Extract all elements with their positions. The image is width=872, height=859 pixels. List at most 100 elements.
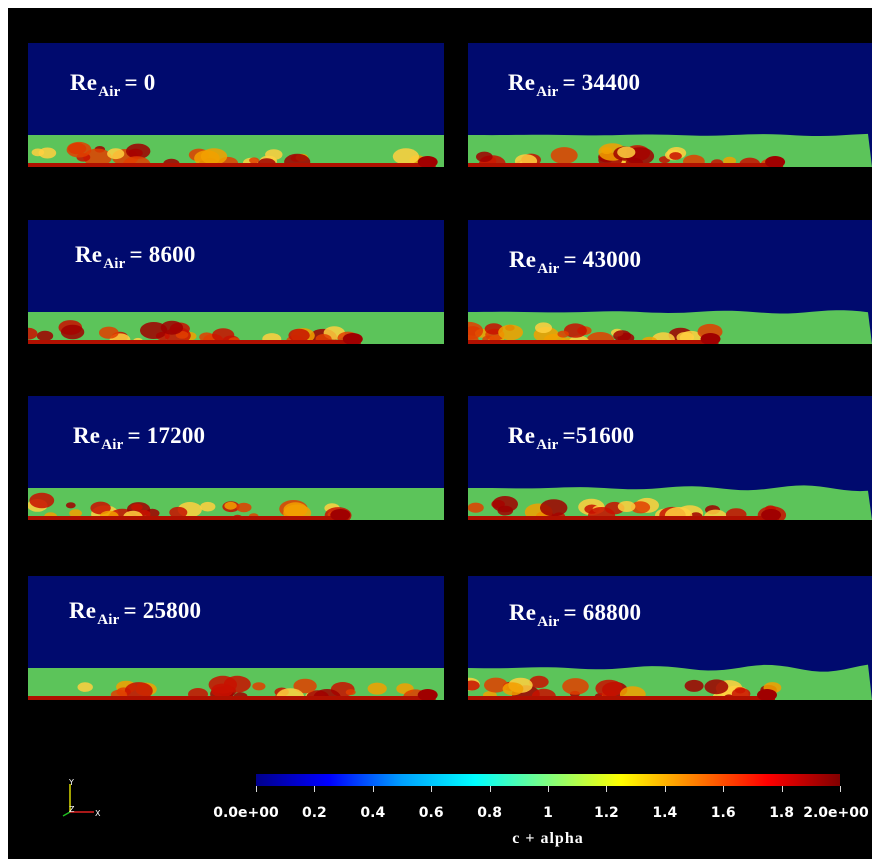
vortex-blob xyxy=(124,682,153,700)
vortex-blob xyxy=(140,322,168,339)
dense-layer xyxy=(28,163,436,167)
field-plot xyxy=(28,312,444,344)
current-head xyxy=(761,509,782,520)
field-plot xyxy=(468,310,872,344)
current-head xyxy=(342,333,363,344)
vortex-blob xyxy=(502,682,524,696)
vortex-blob xyxy=(212,328,235,343)
colorbar-tick-label: 0.4 xyxy=(360,805,386,821)
vortex-blob xyxy=(66,141,92,158)
vortex-blob xyxy=(83,148,112,167)
re-label: ReAir = 0 xyxy=(70,70,156,100)
dense-layer xyxy=(28,340,361,344)
current-head xyxy=(417,689,438,700)
vortex-blob xyxy=(484,677,508,693)
colorbar-tick-mark xyxy=(431,786,433,792)
field-plot xyxy=(468,133,872,167)
vortex-blob xyxy=(468,502,484,513)
vortex-blob xyxy=(77,682,93,692)
vortex-blob xyxy=(550,147,578,164)
current-head xyxy=(700,333,721,344)
vortex-blob xyxy=(200,501,216,512)
vortex-blob xyxy=(107,148,125,160)
dense-layer xyxy=(468,340,719,344)
vortex-blob xyxy=(126,143,151,159)
colorbar-tick-mark xyxy=(606,786,608,792)
colorbar-tick-mark xyxy=(840,786,841,792)
vortex-blob xyxy=(613,330,631,342)
panel-re-0: ReAir = 0 xyxy=(28,43,444,167)
re-label: ReAir = 8600 xyxy=(75,242,196,272)
panel-re-43000: ReAir = 43000 xyxy=(468,220,872,344)
field-plot xyxy=(468,485,872,520)
axis-y-label: Y xyxy=(68,778,74,787)
vortex-blob xyxy=(529,675,549,688)
colorbar-tick-mark xyxy=(723,786,725,792)
colorbar xyxy=(256,774,840,786)
vortex-blob xyxy=(476,151,493,162)
vortex-blob xyxy=(497,505,514,516)
vortex-blob xyxy=(265,149,283,160)
vortex-blob xyxy=(169,506,188,519)
colorbar-tick-label: 0.6 xyxy=(418,805,444,821)
vortex-blob xyxy=(498,324,523,341)
field-plot xyxy=(468,664,872,700)
axis-z-label: Z xyxy=(69,805,75,814)
colorbar-tick-mark xyxy=(548,786,549,792)
re-label: ReAir =51600 xyxy=(508,423,635,453)
vortex-blob xyxy=(617,146,636,158)
colorbar-tick-mark xyxy=(372,786,374,792)
z-axis-icon xyxy=(62,811,71,817)
colorbar-tick-mark xyxy=(256,786,257,792)
current-head xyxy=(765,156,786,167)
panel-re-34400: ReAir = 34400 xyxy=(468,43,872,167)
vortex-blob xyxy=(392,148,419,165)
colorbar-tick-label: 0.8 xyxy=(477,805,502,821)
vortex-blob xyxy=(345,689,356,696)
vortex-blob xyxy=(468,321,484,340)
colorbar-tick-label: 0.2 xyxy=(301,805,327,821)
vortex-blob xyxy=(617,501,636,512)
re-label: ReAir = 43000 xyxy=(509,247,642,277)
current-head xyxy=(757,689,777,700)
vortex-blob xyxy=(557,330,569,338)
orientation-axes-icon: Y Z X xyxy=(62,778,101,818)
vortex-blob xyxy=(601,147,613,155)
vortex-blob xyxy=(535,322,552,333)
re-label: ReAir = 34400 xyxy=(508,70,641,100)
colorbar-tick-label: 0.0e+00 xyxy=(213,805,279,821)
panel-re-8600: ReAir = 8600 xyxy=(28,220,444,344)
colorbar-tick-label: 1.2 xyxy=(593,805,619,821)
vortex-blob xyxy=(540,499,568,517)
panel-re-25800: ReAir = 25800 xyxy=(28,576,444,700)
vortex-blob xyxy=(669,152,682,160)
vortex-blob xyxy=(367,682,387,695)
dense-layer xyxy=(28,516,349,520)
colorbar-tick-mark xyxy=(664,786,666,792)
re-label: ReAir = 25800 xyxy=(69,598,202,628)
axis-x-label: X xyxy=(95,809,101,818)
vortex-blob xyxy=(99,326,119,339)
vortex-blob xyxy=(36,330,54,341)
vortex-blob xyxy=(31,148,45,157)
panel-re-17200: ReAir = 17200 xyxy=(28,396,444,520)
dense-layer xyxy=(28,696,436,700)
vortex-blob xyxy=(288,328,310,343)
re-label: ReAir = 17200 xyxy=(73,423,206,453)
dense-layer xyxy=(468,516,780,520)
current-head xyxy=(417,156,438,167)
vortex-blob xyxy=(249,157,260,164)
vortex-blob xyxy=(236,502,252,513)
vortex-blob xyxy=(160,320,184,335)
colorbar-tick-mark xyxy=(314,786,316,792)
colorbar-tick-mark xyxy=(781,786,783,792)
vortex-blob xyxy=(131,503,143,511)
vortex-blob xyxy=(293,678,317,694)
vortex-blob xyxy=(723,156,737,165)
current-head xyxy=(330,509,351,520)
vortex-blob xyxy=(562,678,589,695)
vortex-blob xyxy=(252,682,266,691)
colorbar-tick-label: 1 xyxy=(543,805,553,821)
colorbar-tick-label: 1.8 xyxy=(769,805,794,821)
vortex-blob xyxy=(200,148,228,165)
